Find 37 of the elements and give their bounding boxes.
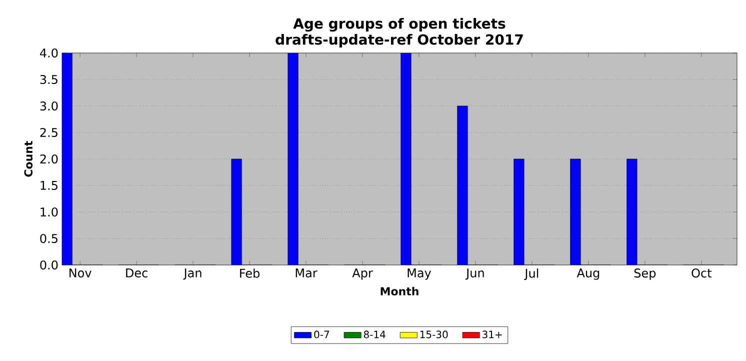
- bar: [62, 53, 72, 265]
- x-tick-label: Feb: [240, 268, 260, 278]
- x-tick-label: May: [408, 268, 432, 280]
- chart-subtitle: drafts-update-ref October 2017: [276, 34, 523, 48]
- y-tick-label: 1.5: [40, 181, 58, 190]
- bar: [514, 159, 524, 265]
- chart-title: Age groups of open tickets: [293, 18, 506, 32]
- y-tick-label: 4.0: [40, 48, 58, 58]
- y-tick-label: 0.0: [40, 260, 58, 270]
- y-tick-label: 3.0: [40, 101, 58, 111]
- legend-label: 31+: [482, 330, 502, 338]
- x-tick-label: Sep: [634, 268, 656, 280]
- y-tick-label: 2.5: [40, 128, 58, 138]
- bar: [626, 158, 638, 265]
- legend-label: 8-14: [364, 330, 386, 338]
- x-tick-label: Oct: [692, 268, 712, 278]
- y-tick-label: 3.5: [40, 74, 58, 84]
- x-tick-label: Apr: [352, 268, 373, 280]
- y-tick-label: 2.0: [40, 154, 58, 164]
- legend-label: 15-30: [420, 330, 448, 338]
- y-axis-title: Count: [24, 140, 33, 177]
- bar: [570, 158, 581, 265]
- x-axis-title: Month: [380, 286, 418, 296]
- bar: [400, 53, 412, 265]
- x-tick-label: Jan: [183, 268, 202, 280]
- bar: [457, 106, 468, 265]
- bar: [231, 158, 242, 265]
- x-tick-label: Mar: [296, 268, 318, 278]
- x-tick-label: Jul: [524, 268, 538, 280]
- x-tick-label: Aug: [576, 268, 600, 280]
- x-tick-label: Dec: [126, 268, 148, 278]
- x-tick-label: Nov: [70, 268, 92, 278]
- y-tick-label: 1.0: [40, 207, 58, 217]
- legend-label: 0-7: [314, 330, 330, 338]
- bar: [288, 53, 298, 265]
- x-tick-label: Jun: [465, 268, 484, 280]
- y-tick-label: 0.5: [40, 234, 58, 244]
